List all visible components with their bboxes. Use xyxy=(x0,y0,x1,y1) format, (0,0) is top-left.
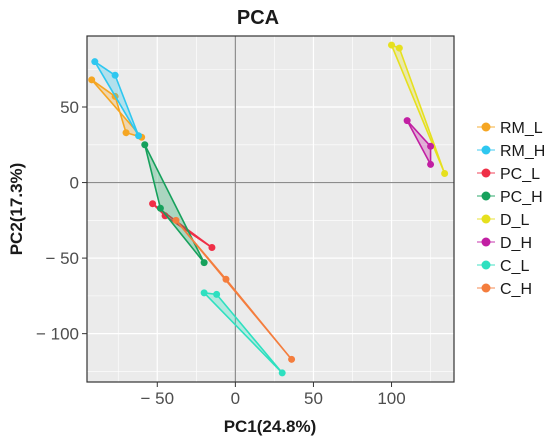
hull-c-l xyxy=(203,292,284,374)
chart-title: PCA xyxy=(237,7,279,29)
legend-swatch xyxy=(481,145,491,155)
point-c-l xyxy=(200,289,208,297)
legend-item-rm-l: RM_L xyxy=(477,120,543,137)
point-d-l xyxy=(395,44,403,52)
legend-swatch xyxy=(481,122,491,132)
legend-item-pc-h: PC_H xyxy=(477,189,543,206)
point-c-l xyxy=(213,290,221,298)
legend-swatch xyxy=(481,168,491,178)
y-tick-label: − 100 xyxy=(36,325,79,344)
y-tick-label: − 50 xyxy=(45,249,79,268)
legend-label: PC_L xyxy=(500,166,540,183)
legend-item-d-l: D_L xyxy=(477,212,529,229)
point-d-h xyxy=(427,142,435,150)
series-rm-h xyxy=(91,58,143,140)
point-rm-h xyxy=(91,58,99,66)
point-pc-h xyxy=(200,259,208,267)
legend-swatch xyxy=(481,191,491,201)
legend-item-c-l: C_L xyxy=(477,258,529,275)
point-rm-l xyxy=(88,76,96,84)
point-d-h xyxy=(427,160,435,168)
legend-swatch xyxy=(481,283,491,293)
hull-d-h xyxy=(406,119,432,166)
series-c-h xyxy=(172,216,296,363)
point-rm-h xyxy=(111,71,119,79)
plot-panel xyxy=(87,36,454,382)
x-tick-label: − 50 xyxy=(140,389,174,408)
legend-label: D_L xyxy=(500,212,529,229)
legend-item-rm-h: RM_H xyxy=(477,143,545,160)
legend: RM_L RM_H PC_L PC_H D_L D_H C_L C_H xyxy=(477,120,545,298)
point-pc-l xyxy=(208,244,216,252)
series-c-l xyxy=(200,289,286,377)
legend-label: C_L xyxy=(500,258,529,275)
y-tick-label: 50 xyxy=(60,98,79,117)
point-c-l xyxy=(278,369,286,377)
point-c-h xyxy=(288,355,296,363)
axes: − 50 0 50 100 − 100 − 50 0 50 xyxy=(36,98,406,408)
point-rm-l xyxy=(122,129,130,137)
point-c-h xyxy=(172,216,180,224)
legend-label: RM_L xyxy=(500,120,543,137)
point-d-l xyxy=(388,41,396,49)
legend-label: PC_H xyxy=(500,189,543,206)
hull-rm-h xyxy=(94,60,140,137)
series-d-h xyxy=(403,117,435,168)
point-d-h xyxy=(403,117,411,125)
series-rm-l xyxy=(88,76,146,141)
point-pc-h xyxy=(141,141,149,149)
legend-item-c-h: C_H xyxy=(477,281,532,298)
point-rm-h xyxy=(135,132,143,140)
legend-item-pc-l: PC_L xyxy=(477,166,540,183)
x-tick-label: 100 xyxy=(377,389,405,408)
point-pc-h xyxy=(156,204,164,212)
point-pc-l xyxy=(161,212,169,220)
legend-label: C_H xyxy=(500,281,532,298)
legend-swatch xyxy=(481,260,491,270)
legend-swatch xyxy=(481,214,491,224)
legend-item-d-h: D_H xyxy=(477,235,532,252)
point-d-l xyxy=(441,169,449,177)
point-pc-l xyxy=(149,200,157,208)
legend-label: D_H xyxy=(500,235,532,252)
series-d-l xyxy=(388,41,449,177)
hull-c-h xyxy=(175,219,293,361)
point-c-h xyxy=(222,275,230,283)
legend-label: RM_H xyxy=(500,143,545,160)
y-axis-title: PC2(17.3%) xyxy=(7,163,26,256)
hull-d-l xyxy=(390,44,446,175)
plot-border xyxy=(86,35,455,383)
hull-pc-h xyxy=(143,143,205,264)
grid xyxy=(87,36,454,382)
series-layer xyxy=(88,41,449,377)
y-tick-label: 0 xyxy=(70,174,79,193)
x-tick-label: 50 xyxy=(304,389,323,408)
x-axis-title: PC1(24.8%) xyxy=(224,417,317,436)
series-pc-h xyxy=(141,141,208,267)
legend-swatch xyxy=(481,237,491,247)
x-tick-label: 0 xyxy=(231,389,240,408)
